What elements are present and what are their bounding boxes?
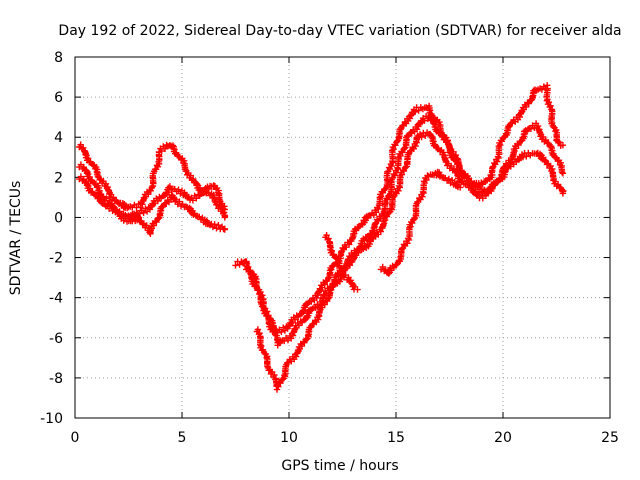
- data-points: [76, 82, 567, 393]
- grid: [75, 57, 610, 418]
- x-tick-label: 25: [601, 430, 619, 446]
- series-track-8: [377, 168, 464, 277]
- point-markers: [243, 113, 567, 349]
- series-track-7: [322, 232, 361, 293]
- y-tick-label: 6: [54, 90, 63, 106]
- series-track-5: [243, 113, 567, 349]
- series-track-1: [76, 141, 229, 221]
- chart-title: Day 192 of 2022, Sidereal Day-to-day VTE…: [58, 23, 621, 39]
- y-tick-label: -10: [40, 411, 63, 427]
- x-tick-label: 10: [280, 430, 298, 446]
- y-tick-label: 4: [54, 130, 63, 146]
- series-track-2: [76, 161, 228, 223]
- point-markers: [253, 129, 567, 393]
- y-tick-label: 0: [54, 210, 63, 226]
- plot-frame: [74, 56, 611, 419]
- x-axis-label: GPS time / hours: [281, 458, 398, 474]
- x-tick-label: 0: [71, 430, 80, 446]
- point-markers: [76, 161, 228, 223]
- series-track-3: [76, 173, 228, 237]
- x-tick-label: 5: [178, 430, 187, 446]
- y-tick-label: -8: [49, 371, 63, 387]
- y-axis-label: SDTVAR / TECUs: [8, 181, 24, 296]
- y-tick-label: -2: [49, 251, 63, 267]
- x-tick-label: 15: [387, 430, 405, 446]
- x-tick-label: 20: [494, 430, 512, 446]
- series-track-6: [253, 129, 567, 393]
- point-markers: [377, 168, 464, 277]
- y-tick-label: 8: [54, 50, 63, 66]
- y-tick-label: 2: [54, 170, 63, 186]
- y-tick-label: -4: [49, 291, 63, 307]
- point-markers: [76, 173, 228, 237]
- point-markers: [322, 232, 361, 293]
- y-tick-label: -6: [49, 331, 63, 347]
- axis-ticks: 0 5 10 15 20 25 -10 -8 -6 -4 -2 0 2 4 6 8: [40, 50, 619, 446]
- point-markers: [76, 141, 229, 221]
